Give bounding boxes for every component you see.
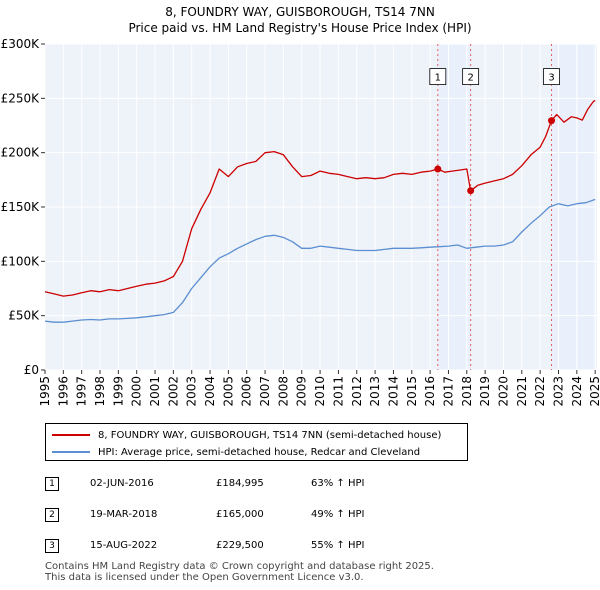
x-tick-label: 2008 xyxy=(276,376,290,407)
y-tick-label: £200K xyxy=(1,146,41,160)
chart-subtitle: Price paid vs. HM Land Registry's House … xyxy=(128,21,471,35)
x-tick-label: 2009 xyxy=(295,376,309,407)
x-tick-label: 1997 xyxy=(75,376,89,407)
transaction-point xyxy=(434,165,442,173)
x-tick-label: 2011 xyxy=(331,376,345,407)
x-tick-label: 2023 xyxy=(551,376,565,407)
x-tick-label: 2001 xyxy=(148,376,162,407)
x-tick-label: 1995 xyxy=(38,376,52,407)
transaction-number: 1 xyxy=(45,477,59,491)
x-tick-label: 2013 xyxy=(368,376,382,407)
x-tick-label: 2020 xyxy=(496,376,510,407)
chart-legend: 8, FOUNDRY WAY, GUISBOROUGH, TS14 7NN (s… xyxy=(45,423,468,461)
x-tick-label: 2021 xyxy=(515,376,529,407)
x-tick-label: 2024 xyxy=(570,376,584,407)
chart-title: 8, FOUNDRY WAY, GUISBOROUGH, TS14 7NN xyxy=(165,5,435,19)
transaction-row: 1 02-JUN-2016 £184,995 63% ↑ HPI xyxy=(45,474,465,494)
transaction-price: £229,500 xyxy=(216,540,264,551)
transaction-label-box xyxy=(462,68,480,85)
price-paid-line xyxy=(44,99,596,297)
x-tick-label: 2025 xyxy=(588,376,600,407)
x-tick-label: 1999 xyxy=(111,376,125,407)
transaction-date: 02-JUN-2016 xyxy=(90,478,154,489)
hpi-line xyxy=(44,198,596,323)
transaction-label-box xyxy=(429,68,447,85)
x-tick-label: 2017 xyxy=(441,376,455,407)
x-tick-label: 1998 xyxy=(93,376,107,407)
x-tick-label: 2004 xyxy=(203,376,217,407)
x-tick-label: 2014 xyxy=(386,376,400,407)
transaction-number: 3 xyxy=(45,539,59,553)
y-tick-label: £150K xyxy=(1,200,41,214)
transaction-number: 2 xyxy=(45,508,59,522)
legend-label-property: 8, FOUNDRY WAY, GUISBOROUGH, TS14 7NN (s… xyxy=(98,429,442,441)
legend-item-hpi: HPI: Average price, semi-detached house,… xyxy=(52,444,420,460)
x-tick-label: 2012 xyxy=(350,376,364,407)
x-tick-label: 2015 xyxy=(405,376,419,407)
legend-swatch-property xyxy=(52,434,90,436)
transaction-point xyxy=(548,117,556,125)
footer-line-2: This data is licensed under the Open Gov… xyxy=(45,572,364,583)
transaction-label-number: 3 xyxy=(548,73,554,84)
x-tick-label: 2018 xyxy=(460,376,474,407)
transaction-point xyxy=(467,187,475,195)
footer-attribution: Contains HM Land Registry data © Crown c… xyxy=(45,561,434,583)
x-tick-label: 1996 xyxy=(56,376,70,407)
legend-item-property: 8, FOUNDRY WAY, GUISBOROUGH, TS14 7NN (s… xyxy=(52,427,441,443)
x-tick-label: 2019 xyxy=(478,376,492,407)
price-chart: 8, FOUNDRY WAY, GUISBOROUGH, TS14 7NN Pri… xyxy=(1,5,600,407)
transaction-hpi-change: 49% ↑ HPI xyxy=(311,509,365,520)
x-tick-label: 2016 xyxy=(423,376,437,407)
transaction-row: 2 19-MAR-2018 £165,000 49% ↑ HPI xyxy=(45,505,465,525)
transaction-label-box xyxy=(543,68,560,85)
transaction-label-number: 2 xyxy=(467,73,473,84)
x-tick-label: 2006 xyxy=(240,376,254,407)
x-tick-label: 2000 xyxy=(130,376,144,407)
y-tick-label: £50K xyxy=(8,309,40,323)
transaction-price: £165,000 xyxy=(216,509,264,520)
transaction-hpi-change: 63% ↑ HPI xyxy=(311,478,365,489)
transaction-date: 15-AUG-2022 xyxy=(90,540,158,551)
legend-label-hpi: HPI: Average price, semi-detached house,… xyxy=(98,446,421,458)
transaction-date: 19-MAR-2018 xyxy=(90,509,158,520)
x-tick-label: 2022 xyxy=(533,376,547,407)
transaction-price: £184,995 xyxy=(216,478,264,489)
footer-line-1: Contains HM Land Registry data © Crown c… xyxy=(45,561,434,572)
x-tick-label: 2010 xyxy=(313,376,327,407)
legend-swatch-hpi xyxy=(52,451,90,453)
transaction-label-number: 1 xyxy=(435,73,441,84)
transaction-hpi-change: 55% ↑ HPI xyxy=(311,540,365,551)
x-tick-label: 2002 xyxy=(166,376,180,407)
y-tick-label: £300K xyxy=(1,37,41,51)
y-tick-label: £250K xyxy=(1,91,41,105)
y-tick-label: £100K xyxy=(1,254,41,268)
x-tick-label: 2005 xyxy=(221,376,235,407)
y-tick-label: £0 xyxy=(24,363,39,377)
x-tick-label: 2007 xyxy=(258,376,272,407)
transaction-row: 3 15-AUG-2022 £229,500 55% ↑ HPI xyxy=(45,536,465,556)
x-tick-label: 2003 xyxy=(185,376,199,407)
